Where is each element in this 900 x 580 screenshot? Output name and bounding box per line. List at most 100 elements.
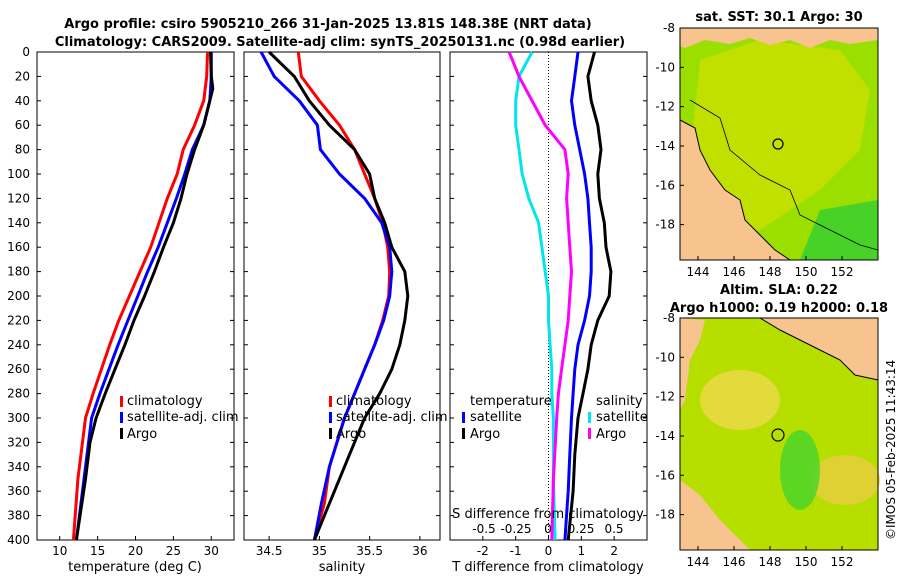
map-y-tick-label: -14 bbox=[655, 139, 675, 153]
y-tick-label: 100 bbox=[7, 167, 30, 181]
series-satellite-adj-clim bbox=[259, 51, 394, 541]
map-x-tick-label: 146 bbox=[723, 265, 746, 279]
legend-t-satellite: satellite bbox=[470, 410, 522, 425]
salinity-plot: 34.5 35 35.5 36 salinity climatology satell… bbox=[243, 50, 448, 575]
legend-temperature-title: temperature bbox=[470, 394, 552, 409]
difference-plot: -2 -1 0 1 2 S difference from climatology -0… bbox=[449, 51, 648, 575]
y-tick-label: 180 bbox=[7, 265, 30, 279]
x-tick-label: 15 bbox=[90, 544, 105, 558]
s-tick--0.25: -0.25 bbox=[500, 522, 531, 536]
x-tick-label: 30 bbox=[204, 544, 219, 558]
map-x-tick-label: 146 bbox=[723, 555, 746, 569]
sla-map-title-line2: Argo h1000: 0.19 h2000: 0.18 bbox=[670, 301, 888, 316]
map-y-tick-label: -12 bbox=[655, 390, 675, 404]
map-x-tick-label: 152 bbox=[831, 555, 854, 569]
sla-map-land-aus-south bbox=[680, 480, 750, 550]
x-tick-label: 35 bbox=[312, 544, 327, 558]
map-y-tick-label: -16 bbox=[655, 468, 675, 482]
y-tick-label: 360 bbox=[7, 484, 30, 498]
y-tick-label: 120 bbox=[7, 191, 30, 205]
sla-map-low-patch bbox=[780, 430, 820, 510]
legend-swatch-argo bbox=[120, 428, 123, 439]
series-climatology bbox=[71, 51, 209, 541]
legend-swatch-satellite bbox=[120, 412, 123, 423]
salinity-legend: climatology satellite-adj. clim Argo bbox=[329, 394, 448, 442]
legend-satellite-adj-clim: satellite-adj. clim bbox=[336, 410, 448, 425]
s-tick-0.25: 0.25 bbox=[568, 522, 595, 536]
sst-map-title: sat. SST: 30.1 Argo: 30 bbox=[695, 10, 862, 25]
copyright: ©IMOS 05-Feb-2025 11:43:14 bbox=[884, 360, 898, 540]
map-x-tick-label: 148 bbox=[759, 555, 782, 569]
sla-map-frame bbox=[679, 317, 879, 551]
map-x-tick-label: 148 bbox=[759, 265, 782, 279]
temperature-legend: climatology satellite-adj. clim Argo bbox=[120, 394, 239, 442]
legend-swatch-argo bbox=[329, 428, 332, 439]
difference-x-ticks: -2 -1 0 1 2 bbox=[477, 536, 618, 558]
legend-swatch-climatology bbox=[120, 396, 123, 407]
legend-s-satellite: satellite bbox=[596, 410, 648, 425]
temperature-lines bbox=[71, 51, 215, 541]
sla-map-land-aus bbox=[680, 318, 705, 410]
map-x-tick-label: 152 bbox=[831, 265, 854, 279]
map-y-tick-label: -14 bbox=[655, 429, 675, 443]
sst-map-argo-marker bbox=[772, 138, 784, 150]
series-s-satellite bbox=[514, 51, 557, 541]
legend-swatch-t-satellite bbox=[462, 412, 465, 423]
temperature-x-ticks: 10 15 20 25 30 bbox=[52, 536, 219, 558]
x-tick-label: 35.5 bbox=[356, 544, 383, 558]
y-tick-label: 140 bbox=[7, 216, 30, 230]
legend-swatch-climatology bbox=[329, 396, 332, 407]
difference-lines bbox=[507, 51, 613, 541]
legend-t-argo: Argo bbox=[470, 427, 500, 442]
x-tick-label: 25 bbox=[166, 544, 181, 558]
y-tick-label: 160 bbox=[7, 240, 30, 254]
x-tick-label: 20 bbox=[128, 544, 143, 558]
sst-map-frame bbox=[679, 27, 879, 261]
map-x-tick-label: 144 bbox=[687, 265, 710, 279]
legend-s-argo: Argo bbox=[596, 427, 626, 442]
legend-argo: Argo bbox=[127, 427, 157, 442]
difference-legend: temperature satellite Argo salinity sate… bbox=[462, 394, 648, 442]
y-tick-label: 200 bbox=[7, 289, 30, 303]
map-y-tick-label: -18 bbox=[655, 508, 675, 522]
y-tick-label: 60 bbox=[15, 118, 30, 132]
map-y-tick-label: -18 bbox=[655, 218, 675, 232]
salinity-x-label: salinity bbox=[319, 560, 366, 575]
y-tick-label: 400 bbox=[7, 533, 30, 547]
figure-title-line1: Argo profile: csiro 5905210_266 31-Jan-2… bbox=[64, 17, 591, 32]
map-y-tick-label: -8 bbox=[663, 21, 675, 35]
series-s-argo bbox=[507, 51, 573, 541]
map-x-tick-label: 144 bbox=[687, 555, 710, 569]
sla-map-ticks: 144 146 148 150 152 -8 -10 -12 -14 -16 -18 bbox=[655, 311, 853, 569]
legend-swatch-s-argo bbox=[588, 428, 591, 439]
legend-salinity-title: salinity bbox=[596, 394, 643, 409]
legend-climatology: climatology bbox=[127, 394, 203, 409]
x-tick-label: 34.5 bbox=[256, 544, 283, 558]
s-tick-0: 0 bbox=[544, 522, 552, 536]
x-tick-label: 0 bbox=[545, 544, 553, 558]
map-y-tick-label: -8 bbox=[663, 311, 675, 325]
map-y-tick-label: -10 bbox=[655, 350, 675, 364]
legend-swatch-satellite bbox=[329, 412, 332, 423]
sst-map-coast bbox=[679, 119, 791, 261]
series-argo bbox=[268, 50, 410, 541]
sst-map-ticks: 144 146 148 150 152 -8 -10 -12 -14 -16 -18 bbox=[655, 21, 853, 279]
y-tick-label: 260 bbox=[7, 362, 30, 376]
sst-map-land-png bbox=[680, 28, 878, 48]
y-tick-label: 320 bbox=[7, 435, 30, 449]
legend-climatology: climatology bbox=[336, 394, 412, 409]
legend-swatch-s-satellite bbox=[588, 412, 591, 423]
series-t-satellite bbox=[563, 51, 593, 541]
x-tick-label: 36 bbox=[412, 544, 427, 558]
y-tick-label: 0 bbox=[22, 45, 30, 59]
map-y-tick-label: -12 bbox=[655, 100, 675, 114]
sla-map-argo-marker bbox=[771, 428, 785, 442]
series-t-argo bbox=[566, 51, 613, 541]
y-tick-label: 220 bbox=[7, 313, 30, 327]
salinity-lines bbox=[259, 50, 410, 541]
y-tick-label: 280 bbox=[7, 387, 30, 401]
legend-swatch-t-argo bbox=[462, 428, 465, 439]
x-tick-label: -1 bbox=[510, 544, 522, 558]
map-y-tick-label: -16 bbox=[655, 178, 675, 192]
sla-map-high-patch-2 bbox=[810, 455, 880, 505]
